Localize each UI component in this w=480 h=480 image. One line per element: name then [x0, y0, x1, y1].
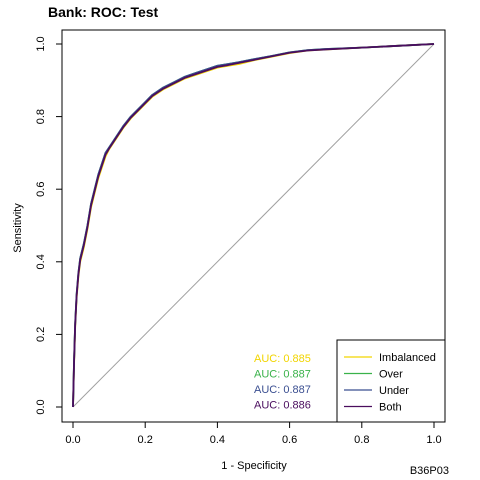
y-tick-label: 1.0 [35, 36, 47, 51]
auc-label-imbalanced: AUC: 0.885 [254, 353, 311, 365]
x-tick-label: 0.0 [65, 434, 80, 446]
y-tick-label: 0.2 [35, 327, 47, 342]
legend-label-under: Under [379, 385, 409, 397]
y-tick-label: 0.4 [35, 254, 47, 269]
footer-code: B36P03 [410, 465, 449, 477]
reference-diagonal-line [72, 43, 435, 408]
legend-box [336, 339, 446, 423]
auc-label-under: AUC: 0.887 [254, 384, 311, 396]
x-tick-label: 0.6 [282, 434, 297, 446]
auc-label-over: AUC: 0.887 [254, 369, 311, 381]
auc-label-both: AUC: 0.886 [254, 400, 311, 412]
y-axis-title: Sensitivity [12, 203, 24, 253]
auc-labels: AUC: 0.885 AUC: 0.887 AUC: 0.887 AUC: 0.886 [254, 353, 311, 412]
y-axis: 0.0 0.2 0.4 0.6 0.8 1.0 [35, 36, 62, 415]
roc-line-both [72, 43, 435, 408]
plot-area [72, 43, 435, 408]
x-axis-title: 1 - Specificity [221, 460, 287, 472]
chart-title: Bank: ROC: Test [48, 4, 159, 20]
x-axis: 0.0 0.2 0.4 0.6 0.8 1.0 [65, 422, 442, 446]
legend-label-over: Over [379, 369, 403, 381]
legend-label-both: Both [379, 402, 402, 414]
y-tick-label: 0.0 [35, 399, 47, 414]
x-tick-label: 0.4 [210, 434, 225, 446]
legend: Imbalanced Over Under Both [336, 339, 446, 423]
y-tick-label: 0.8 [35, 109, 47, 124]
x-tick-label: 1.0 [426, 434, 441, 446]
legend-label-imbalanced: Imbalanced [379, 352, 436, 364]
x-tick-label: 0.2 [138, 434, 153, 446]
plot-frame [61, 29, 446, 423]
x-tick-label: 0.8 [354, 434, 369, 446]
y-tick-label: 0.6 [35, 182, 47, 197]
